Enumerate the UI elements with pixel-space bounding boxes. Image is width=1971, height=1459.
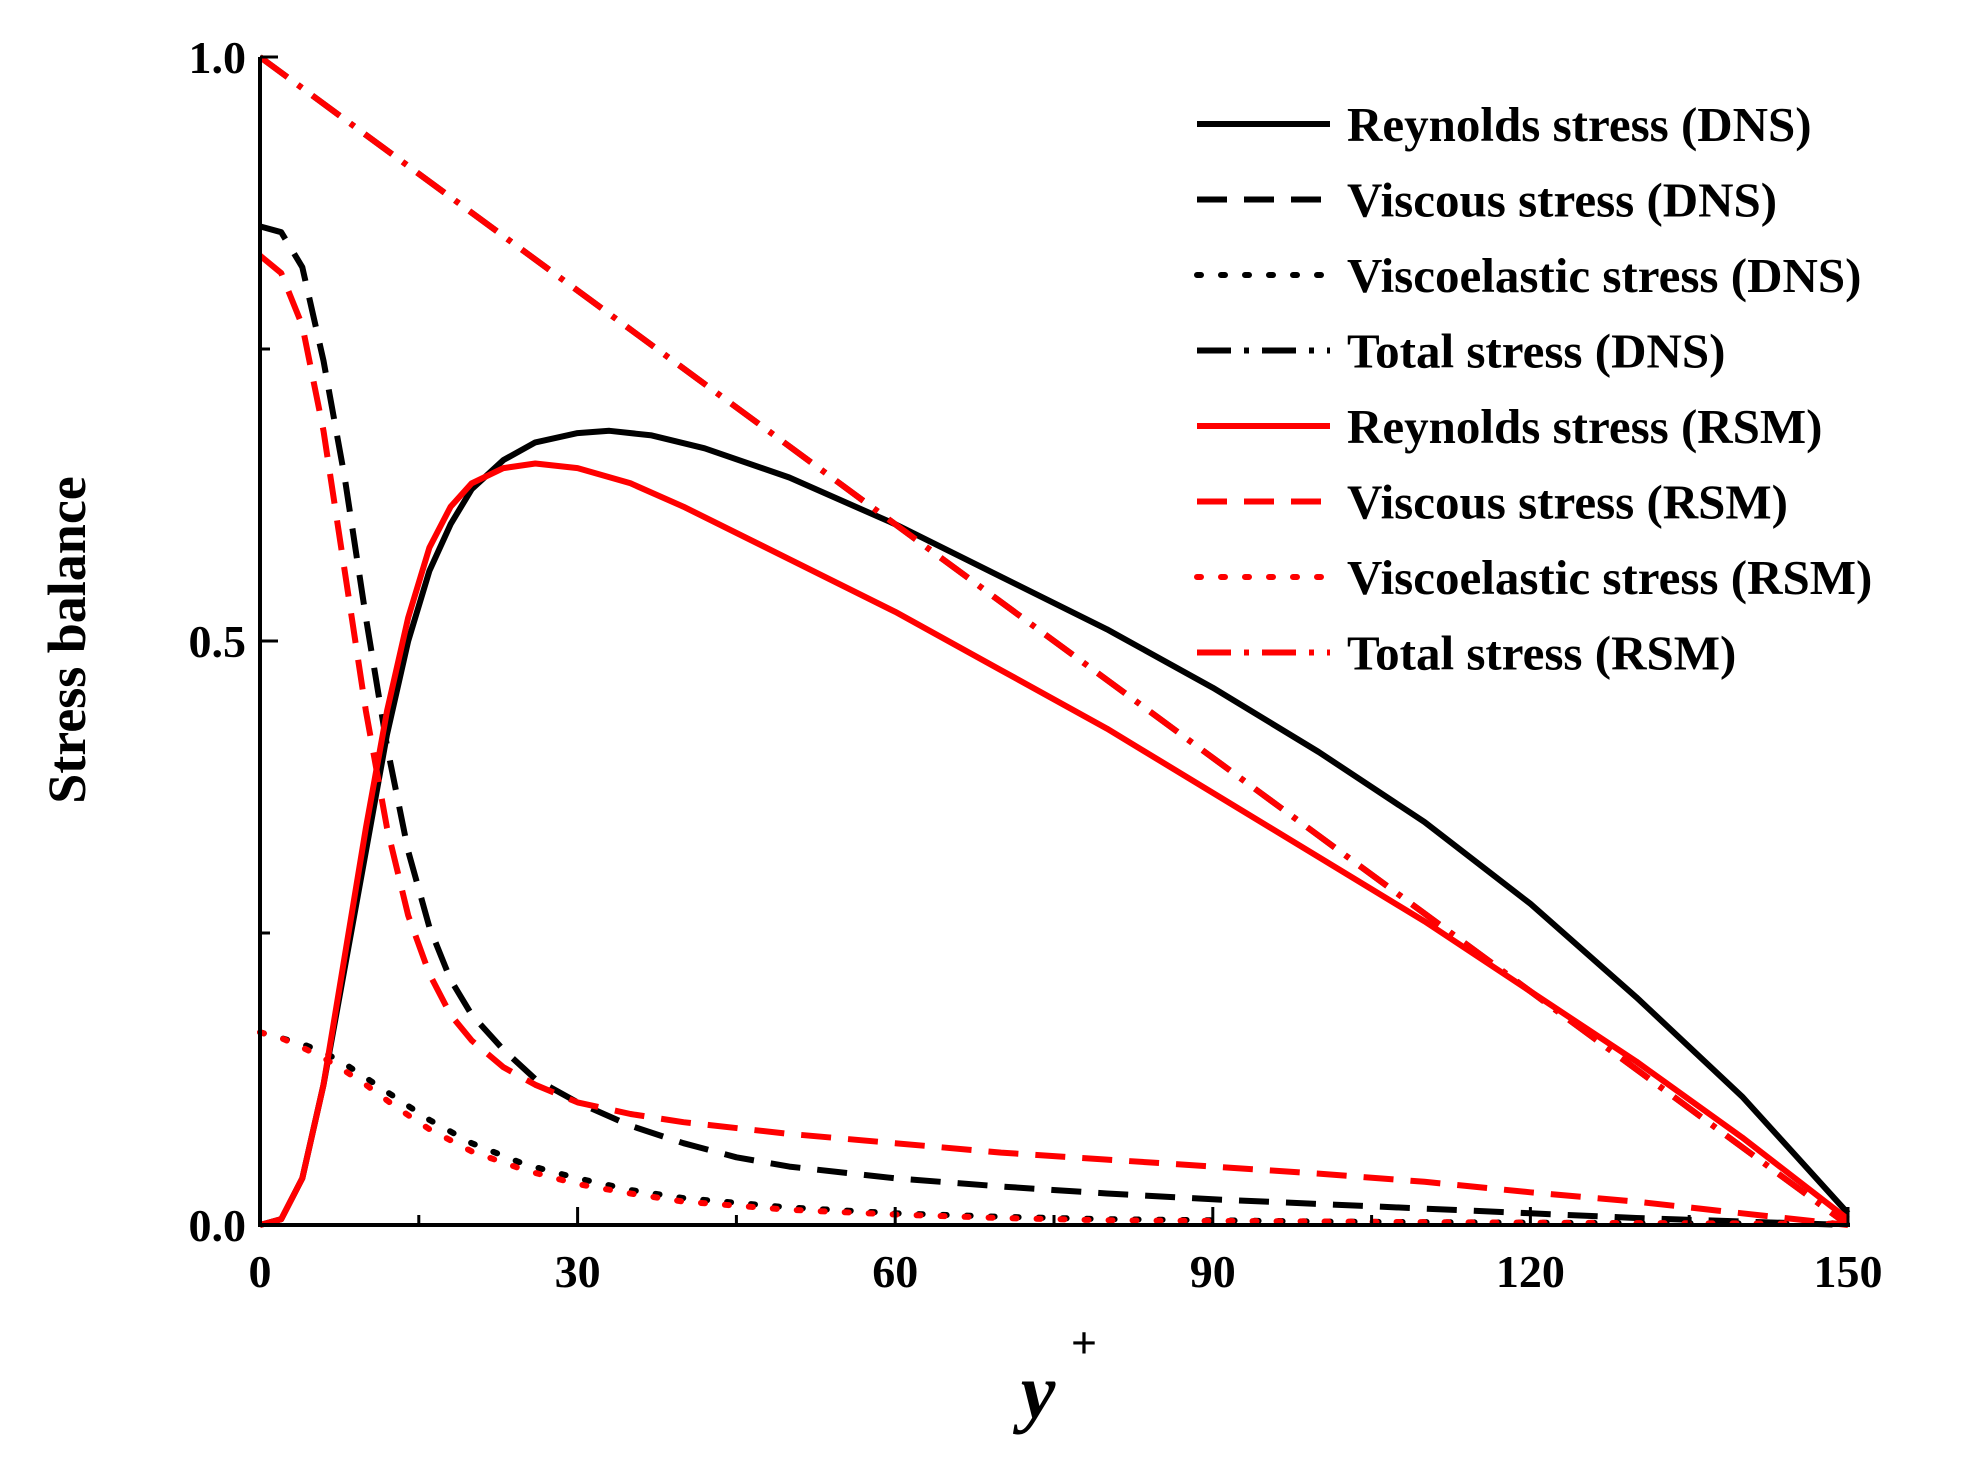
legend-label: Viscous stress (RSM) <box>1347 475 1788 530</box>
x-tick-label: 120 <box>1496 1246 1565 1297</box>
series-line-viscoelastic-stress-rsm <box>257 1029 1851 1227</box>
series-line-total-stress-rsm <box>258 54 1850 1228</box>
x-tick-label: 90 <box>1190 1246 1236 1297</box>
x-tick-label: 0 <box>249 1246 272 1297</box>
x-tick-label: 150 <box>1814 1246 1883 1297</box>
ticks <box>258 55 1850 1227</box>
plot-lines <box>257 54 1851 1228</box>
series-line-viscous-stress-dns <box>259 223 1849 1228</box>
x-tick-label: 30 <box>555 1246 601 1297</box>
legend-entry: Reynolds stress (DNS) <box>1197 97 1812 152</box>
legend-entry: Total stress (DNS) <box>1197 324 1725 379</box>
legend-entry: Reynolds stress (RSM) <box>1197 399 1822 454</box>
x-axis-title-superscript: + <box>1071 1317 1097 1368</box>
legend-label: Viscoelastic stress (RSM) <box>1347 550 1872 605</box>
legend-entry: Total stress (RSM) <box>1197 626 1736 681</box>
legend-label: Total stress (RSM) <box>1347 626 1736 681</box>
y-tick-label: 0.5 <box>189 616 247 667</box>
legend: Reynolds stress (DNS) Viscous stress (DNS… <box>1194 97 1872 681</box>
legend-label: Viscous stress (DNS) <box>1347 173 1777 228</box>
legend-label: Total stress (DNS) <box>1347 324 1725 379</box>
x-axis-title: y <box>1013 1348 1056 1435</box>
tick-labels: 0.0 0.5 1.0 0 30 60 90 120 150 <box>189 32 1883 1297</box>
legend-entry: Viscoelastic stress (DNS) <box>1194 248 1861 303</box>
series-line-reynolds-stress-rsm <box>259 460 1850 1228</box>
legend-label: Viscoelastic stress (DNS) <box>1347 248 1861 303</box>
y-tick-label: 1.0 <box>189 32 247 83</box>
x-tick-label: 60 <box>872 1246 918 1297</box>
legend-entry: Viscoelastic stress (RSM) <box>1194 550 1872 605</box>
y-axis-title: Stress balance <box>37 476 97 804</box>
series-line-viscous-stress-rsm <box>258 253 1849 1228</box>
y-tick-label: 0.0 <box>189 1200 247 1251</box>
legend-label: Reynolds stress (DNS) <box>1347 97 1812 152</box>
legend-entry: Viscous stress (DNS) <box>1197 173 1777 228</box>
legend-entry: Viscous stress (RSM) <box>1197 475 1788 530</box>
legend-label: Reynolds stress (RSM) <box>1347 399 1822 454</box>
series-line-reynolds-stress-dns <box>259 427 1851 1228</box>
